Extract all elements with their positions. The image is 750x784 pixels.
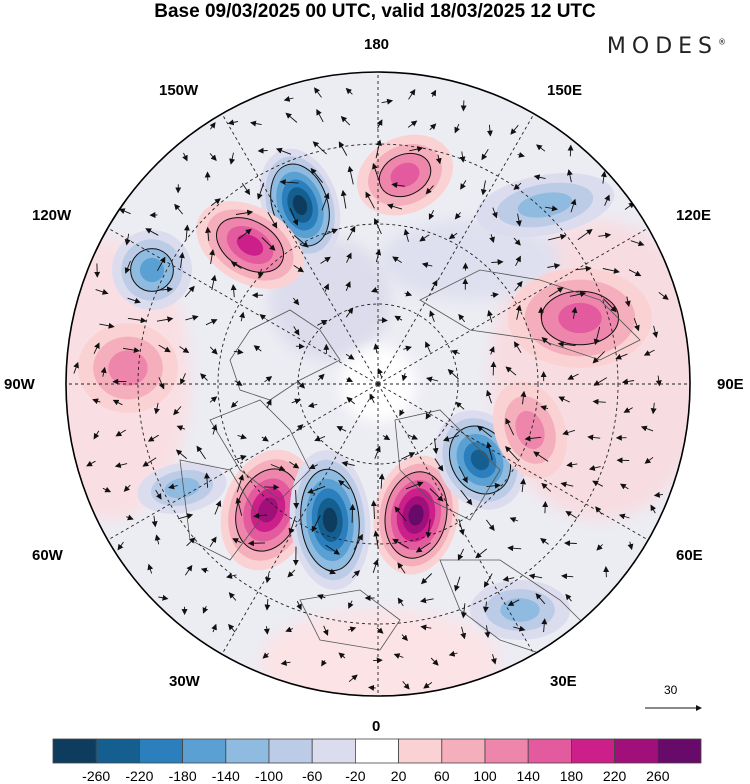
colorbar-swatch (139, 739, 182, 763)
colorbar-tick: -60 (302, 768, 322, 784)
reference-vector-label: 30 (664, 683, 677, 697)
lon-label-180: 180 (364, 36, 389, 54)
wind-vector (249, 543, 265, 544)
wind-vector (264, 487, 278, 488)
lon-label-90e: 90E (717, 376, 744, 394)
lon-label-90w: 90W (4, 376, 35, 394)
colorbar-tick: -260 (82, 768, 110, 784)
colorbar-tick: -140 (212, 768, 240, 784)
colorbar-swatch (485, 739, 528, 763)
colorbar-swatch (226, 739, 269, 763)
wind-vector (545, 502, 546, 513)
colorbar-swatch (355, 739, 398, 763)
colorbar (53, 739, 701, 763)
colorbar-swatch (312, 739, 355, 763)
lon-label-120w: 120W (32, 207, 71, 225)
wind-vector (606, 567, 607, 577)
colorbar-tick: 260 (646, 768, 669, 784)
lon-label-150e: 150E (547, 82, 582, 100)
colorbar-swatch (442, 739, 485, 763)
lon-label-60w: 60W (32, 547, 63, 565)
colorbar-tick: -20 (345, 768, 365, 784)
colorbar-tick: 20 (391, 768, 407, 784)
wind-vector (259, 151, 268, 152)
colorbar-swatch (183, 739, 226, 763)
colorbar-swatch (96, 739, 139, 763)
colorbar-swatch (269, 739, 312, 763)
colorbar-tick: -100 (255, 768, 283, 784)
wind-vector (570, 146, 571, 157)
colorbar-swatch (571, 739, 614, 763)
colorbar-tick: 60 (434, 768, 450, 784)
lon-label-60e: 60E (676, 547, 703, 565)
wind-vector (565, 543, 577, 544)
colorbar-tick: 220 (603, 768, 626, 784)
colorbar-swatch (53, 739, 96, 763)
lon-label-150w: 150W (159, 82, 198, 100)
anomaly-cell (78, 323, 178, 413)
colorbar-tick: 100 (473, 768, 496, 784)
lon-label-30w: 30W (169, 673, 200, 691)
wind-vector (463, 100, 464, 110)
wind-vector (369, 687, 376, 688)
colorbar-tick: -180 (169, 768, 197, 784)
colorbar-swatch (658, 739, 701, 763)
colorbar-swatch (399, 739, 442, 763)
colorbar-tick: 180 (560, 768, 583, 784)
lon-label-0: 0 (372, 718, 380, 736)
colorbar-tick: -220 (125, 768, 153, 784)
lon-label-120e: 120E (676, 207, 711, 225)
colorbar-swatch (615, 739, 658, 763)
lon-label-30e: 30E (550, 673, 577, 691)
wind-vector (378, 320, 387, 321)
colorbar-swatch (528, 739, 571, 763)
anomaly-cell (470, 580, 570, 640)
colorbar-tick: 140 (517, 768, 540, 784)
wind-vector (352, 505, 353, 523)
